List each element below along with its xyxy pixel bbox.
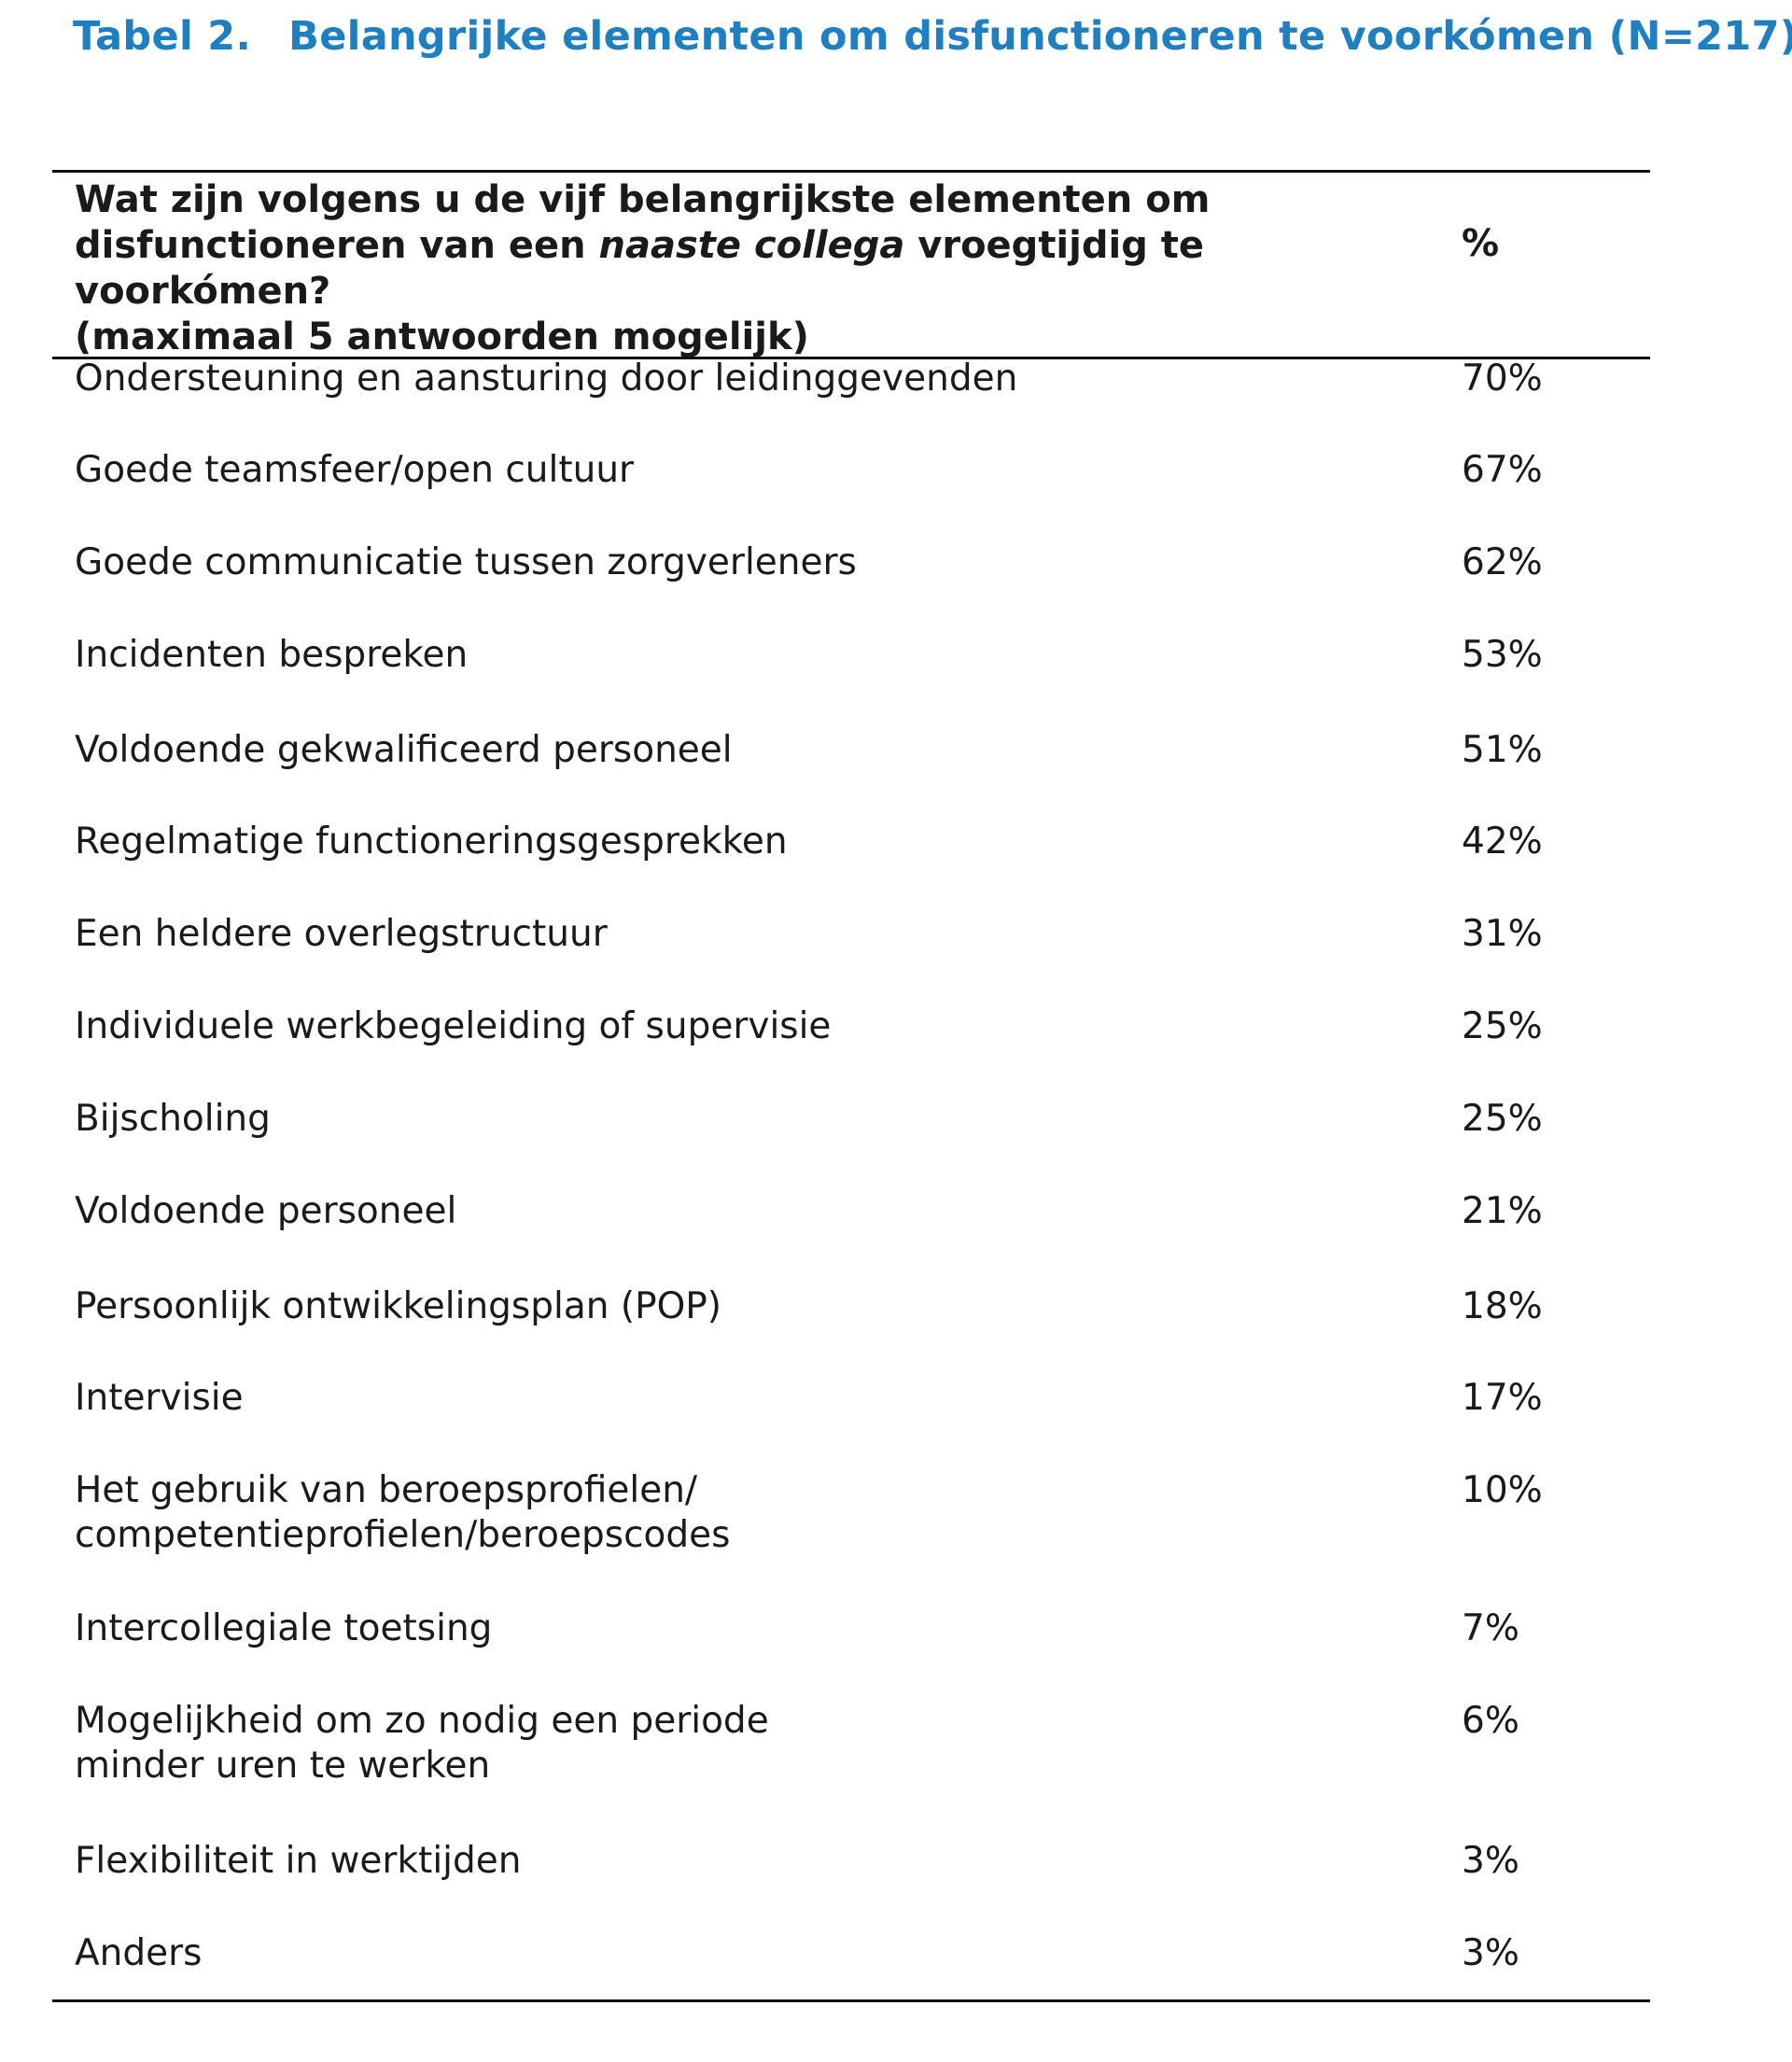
header-question-italic: naaste collega [598, 224, 905, 267]
row-label: Individuele werkbegeleiding of supervisi… [75, 1005, 832, 1047]
row-label: Het gebruik van beroepsprofielen/ compet… [75, 1469, 731, 1556]
table-header: Wat zijn volgens u de vijf belangrijkste… [75, 177, 1288, 360]
table-title: Belangrijke elementen om disfunctioneren… [288, 13, 1792, 60]
row-percent: 18% [1462, 1285, 1543, 1327]
row-label: Ondersteuning en aansturing door leiding… [75, 358, 1018, 400]
table-number: Tabel 2. [73, 13, 252, 60]
row-percent: 3% [1462, 1840, 1519, 1882]
header-question-part2: vroegtijdig te voorkómen? [75, 224, 1205, 313]
table-top-rule [52, 170, 1650, 173]
row-percent: 6% [1462, 1700, 1519, 1742]
row-label: Een heldere overlegstructuur [75, 913, 608, 955]
row-label: Goede teamsfeer/open cultuur [75, 449, 635, 491]
header-question-part1: Wat zijn volgens u de vijf belangrijkste… [75, 178, 1211, 267]
row-label: Intervisie [75, 1377, 244, 1419]
row-label: Goede communicatie tussen zorgverleners [75, 541, 857, 583]
header-question: Wat zijn volgens u de vijf belangrijkste… [75, 177, 1288, 315]
table-bottom-rule [52, 1999, 1650, 2002]
row-percent: 67% [1462, 449, 1543, 491]
row-percent: 62% [1462, 541, 1543, 583]
header-note: (maximaal 5 antwoorden mogelijk) [75, 316, 809, 358]
row-label: Intercollegiale toetsing [75, 1607, 493, 1649]
row-percent: 10% [1462, 1469, 1543, 1511]
header-rule [52, 357, 1650, 359]
row-percent: 70% [1462, 358, 1543, 400]
row-label: Voldoende personeel [75, 1190, 457, 1232]
row-label: Persoonlijk ontwikkelingsplan (POP) [75, 1285, 722, 1327]
table-caption: Tabel 2. Belangrijke elementen om disfunc… [73, 13, 1792, 60]
row-label: Anders [75, 1932, 203, 1974]
row-label: Flexibiliteit in werktijden [75, 1840, 522, 1882]
row-percent: 31% [1462, 913, 1543, 955]
row-percent: 25% [1462, 1005, 1543, 1047]
row-percent: 7% [1462, 1607, 1519, 1649]
row-percent: 25% [1462, 1098, 1543, 1140]
row-percent: 3% [1462, 1932, 1519, 1974]
row-label: Voldoende gekwalificeerd personeel [75, 729, 733, 771]
row-percent: 51% [1462, 729, 1543, 771]
header-percent: % [1462, 222, 1500, 265]
row-percent: 53% [1462, 634, 1543, 676]
row-label: Incidenten bespreken [75, 634, 469, 676]
row-label: Regelmatige functioneringsgesprekken [75, 821, 788, 863]
row-label: Bijscholing [75, 1098, 271, 1140]
row-percent: 17% [1462, 1377, 1543, 1419]
row-percent: 42% [1462, 821, 1543, 863]
row-percent: 21% [1462, 1190, 1543, 1232]
row-label: Mogelijkheid om zo nodig een periode min… [75, 1700, 769, 1787]
